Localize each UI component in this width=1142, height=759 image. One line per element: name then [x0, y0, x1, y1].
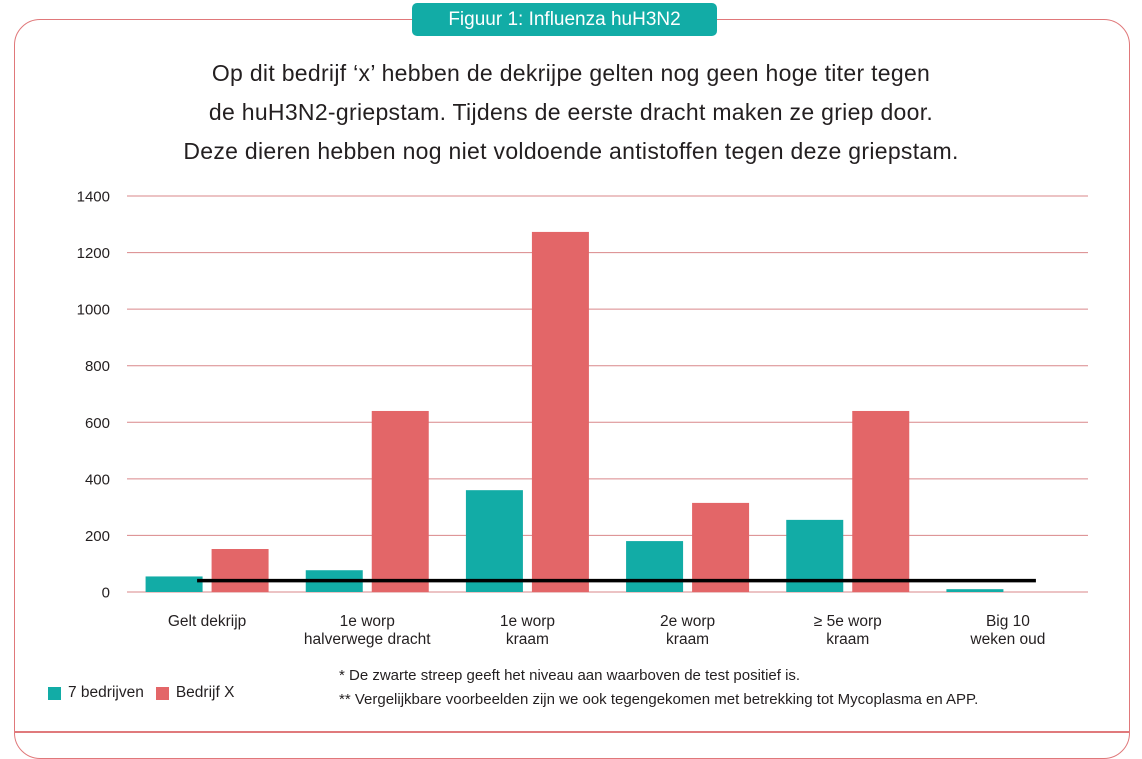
x-tick-label-line: kraam: [666, 631, 709, 648]
y-tick-label-400: 400: [85, 471, 110, 488]
bar-bedrijf-x-4: [852, 410, 910, 592]
chart-legend: 7 bedrijven Bedrijf X: [48, 684, 246, 702]
y-tick-label-800: 800: [85, 358, 110, 375]
bar-bedrijf-x-0: [211, 549, 269, 592]
x-tick-label-0: Gelt dekrijp: [168, 613, 246, 630]
bar-7-bedrijven-5: [946, 589, 1004, 592]
y-tick-label-1200: 1200: [77, 245, 110, 262]
x-tick-label-line: 2e worp: [660, 613, 715, 630]
x-tick-label-line: ≥ 5e worp: [814, 613, 882, 630]
x-tick-label-line: kraam: [506, 631, 549, 648]
bar-bedrijf-x-1: [371, 410, 429, 592]
x-tick-label-line: weken oud: [969, 631, 1045, 648]
bar-chart: 0 200 400 600 800 1000 1200 1400 Gelt dekrijp 1e …: [77, 189, 1088, 648]
bar-7-bedrijven-3: [626, 541, 684, 592]
legend-label-7-bedrijven: 7 bedrijven: [68, 684, 144, 701]
frame-bottom-rule: [14, 731, 1130, 733]
x-tick-label-4: ≥ 5e worp kraam: [814, 613, 882, 648]
footnote-1: * De zwarte streep geeft het niveau aan …: [339, 667, 801, 684]
legend-swatch-red: [155, 686, 169, 700]
x-tick-label-line: halverwege dracht: [304, 631, 431, 648]
bar-7-bedrijven-2: [465, 490, 523, 592]
y-tick-label-0: 0: [102, 585, 110, 602]
bar-7-bedrijven-0: [145, 576, 203, 592]
x-tick-label-line: kraam: [826, 631, 869, 648]
footnotes: * De zwarte streep geeft het niveau aan …: [339, 664, 978, 712]
x-tick-label-2: 1e worp kraam: [500, 613, 555, 648]
y-tick-label-1000: 1000: [77, 302, 110, 319]
subtitle-line-2: de huH3N2-griepstam. Tijdens de eerste d…: [208, 99, 934, 125]
y-tick-label-1400: 1400: [77, 189, 110, 206]
x-tick-label-5: Big 10 weken oud: [969, 613, 1045, 648]
y-tick-label-600: 600: [85, 415, 110, 432]
figure-title-badge: Figuur 1: Influenza huH3N2: [412, 3, 717, 36]
x-tick-label-line: Big 10: [986, 613, 1030, 630]
bar-bedrijf-x-3: [692, 502, 750, 592]
legend-label-bedrijf-x: Bedrijf X: [175, 684, 235, 701]
y-tick-label-200: 200: [85, 528, 110, 545]
x-tick-label-line: 1e worp: [500, 613, 555, 630]
legend-swatch-teal: [48, 686, 61, 700]
subtitle-line-3: Deze dieren hebben nog niet voldoende an…: [183, 138, 959, 164]
bar-bedrijf-x-2: [531, 231, 589, 592]
x-tick-label-1: 1e worp halverwege dracht: [304, 613, 431, 648]
subtitle-line-1: Op dit bedrijf ‘x’ hebben de dekrijpe ge…: [211, 60, 931, 86]
legend-item-7-bedrijven: 7 bedrijven: [48, 684, 144, 702]
legend-item-bedrijf-x: Bedrijf X: [155, 684, 235, 702]
x-tick-label-line: 1e worp: [340, 613, 395, 630]
figure-subtitle: Op dit bedrijf ‘x’ hebben de dekrijpe ge…: [90, 54, 1052, 171]
x-tick-label-line: Gelt dekrijp: [168, 613, 246, 630]
x-tick-label-3: 2e worp kraam: [660, 613, 715, 648]
footnote-2: ** Vergelijkbare voorbeelden zijn we ook…: [339, 691, 979, 708]
